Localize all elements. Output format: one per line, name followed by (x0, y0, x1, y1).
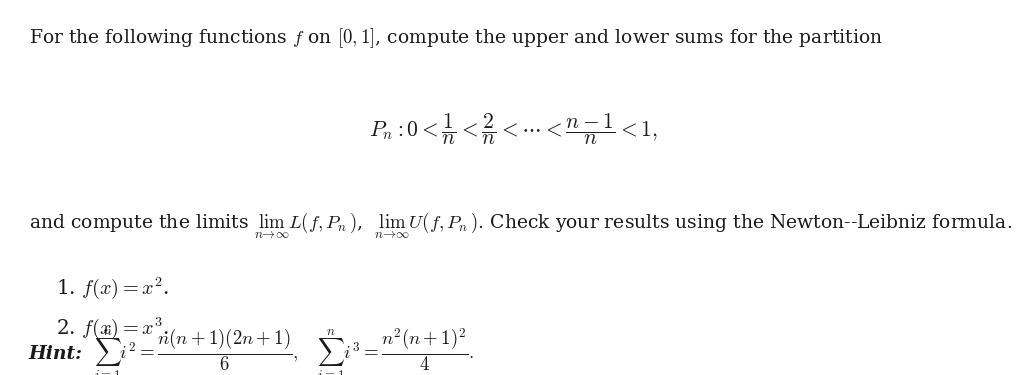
Text: 1. $f(x) = x^2$.: 1. $f(x) = x^2$. (56, 276, 169, 301)
Text: and compute the limits $\lim_{n\to\infty} L(f, P_n)$,  $\lim_{n\to\infty} U(f, P: and compute the limits $\lim_{n\to\infty… (29, 210, 1012, 240)
Text: Hint:: Hint: (29, 345, 83, 363)
Text: $P_n : 0 < \dfrac{1}{n} < \dfrac{2}{n} < \cdots < \dfrac{n-1}{n} < 1,$: $P_n : 0 < \dfrac{1}{n} < \dfrac{2}{n} <… (369, 111, 658, 147)
Text: For the following functions $f$ on $[0, 1]$, compute the upper and lower sums fo: For the following functions $f$ on $[0, … (29, 26, 883, 50)
Text: 2. $f(x) = x^3$.: 2. $f(x) = x^3$. (56, 315, 169, 340)
Text: $\sum_{i=1}^{n} i^2 = \dfrac{n(n+1)(2n+1)}{6},\quad \sum_{i=1}^{n} i^3 = \dfrac{: $\sum_{i=1}^{n} i^2 = \dfrac{n(n+1)(2n+1… (94, 326, 474, 375)
